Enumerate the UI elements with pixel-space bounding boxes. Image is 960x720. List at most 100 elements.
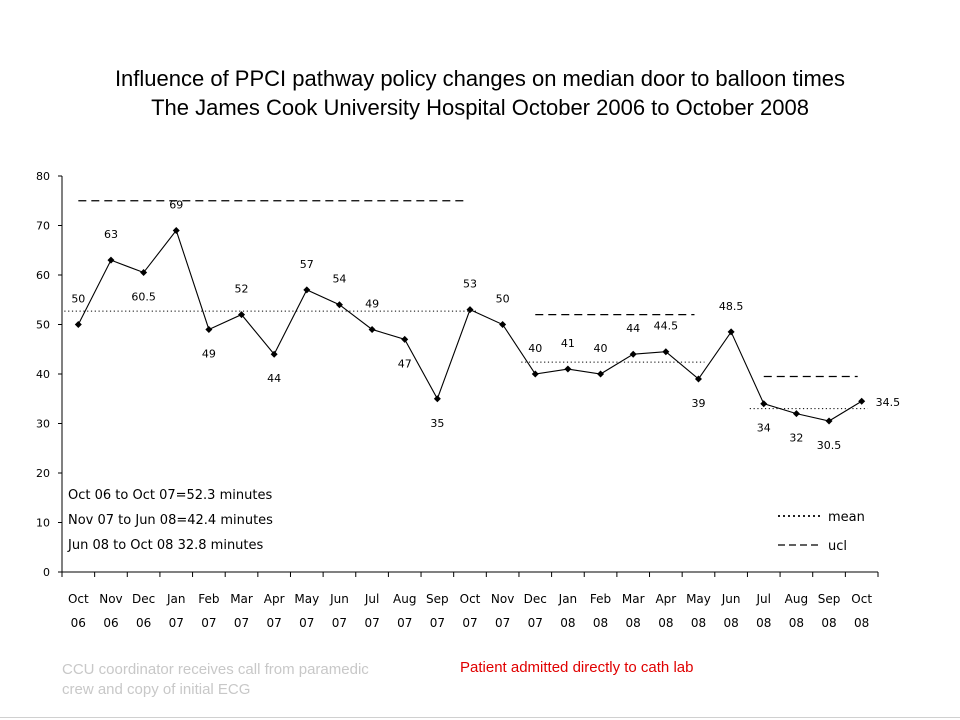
data-point bbox=[629, 350, 637, 358]
data-point bbox=[270, 350, 278, 358]
data-point bbox=[401, 335, 409, 343]
data-label: 44 bbox=[626, 322, 640, 335]
data-point bbox=[433, 395, 441, 403]
x-tick-label-month: Jul bbox=[364, 592, 379, 606]
x-tick-label-month: Dec bbox=[132, 592, 155, 606]
x-tick-label-month: Mar bbox=[622, 592, 645, 606]
x-tick-label-year: 07 bbox=[397, 616, 412, 630]
data-label: 40 bbox=[528, 342, 542, 355]
x-tick-label-year: 07 bbox=[201, 616, 216, 630]
x-tick-label-year: 07 bbox=[364, 616, 379, 630]
x-tick-label-year: 07 bbox=[169, 616, 184, 630]
x-tick-label-month: Aug bbox=[393, 592, 416, 606]
x-tick-label-year: 07 bbox=[234, 616, 249, 630]
data-point bbox=[74, 321, 82, 328]
x-tick-label-year: 07 bbox=[332, 616, 347, 630]
y-tick-label: 60 bbox=[36, 269, 50, 282]
data-label: 34.5 bbox=[876, 396, 901, 409]
period-note: Jun 08 to Oct 08 32.8 minutes bbox=[67, 538, 264, 553]
chart-title: Influence of PPCI pathway policy changes… bbox=[0, 64, 960, 122]
data-label: 40 bbox=[594, 342, 608, 355]
bottom-divider bbox=[0, 717, 960, 718]
y-tick-label: 20 bbox=[36, 467, 50, 480]
y-tick-label: 40 bbox=[36, 368, 50, 381]
x-tick-label-year: 08 bbox=[854, 616, 869, 630]
y-tick-label: 50 bbox=[36, 319, 50, 332]
data-label: 48.5 bbox=[719, 300, 744, 313]
legend-mean-label: mean bbox=[828, 510, 865, 525]
x-tick-label-month: Oct bbox=[460, 592, 481, 606]
data-point bbox=[368, 325, 376, 333]
data-point bbox=[858, 397, 866, 405]
ccu-annotation: CCU coordinator receives call from param… bbox=[62, 661, 369, 698]
x-tick-label-year: 08 bbox=[658, 616, 673, 630]
data-label: 34 bbox=[757, 422, 771, 435]
x-tick-label-year: 07 bbox=[495, 616, 510, 630]
x-tick-label-year: 07 bbox=[528, 616, 543, 630]
x-tick-label-year: 07 bbox=[430, 616, 445, 630]
data-point bbox=[727, 328, 735, 336]
x-tick-label-year: 06 bbox=[136, 616, 151, 630]
data-point bbox=[760, 400, 768, 408]
data-point bbox=[107, 256, 115, 264]
data-label: 57 bbox=[300, 258, 314, 271]
x-tick-label-month: May bbox=[686, 592, 711, 606]
x-tick-label-month: Jul bbox=[756, 592, 771, 606]
x-tick-label-month: Sep bbox=[426, 592, 449, 606]
x-tick-label-year: 08 bbox=[560, 616, 575, 630]
data-label: 69 bbox=[169, 198, 183, 211]
x-tick-label-month: Dec bbox=[524, 592, 547, 606]
data-point bbox=[662, 348, 670, 356]
y-tick-label: 10 bbox=[36, 517, 50, 530]
data-point bbox=[564, 365, 572, 373]
x-tick-label-month: Sep bbox=[818, 592, 841, 606]
data-label: 35 bbox=[430, 417, 444, 430]
chart-title-line2: The James Cook University Hospital Octob… bbox=[151, 95, 809, 120]
data-point bbox=[466, 306, 474, 314]
x-tick-label-month: Nov bbox=[491, 592, 514, 606]
data-point bbox=[499, 321, 507, 328]
data-label: 41 bbox=[561, 337, 575, 350]
data-label: 30.5 bbox=[817, 439, 842, 452]
x-tick-label-year: 08 bbox=[691, 616, 706, 630]
x-tick-label-month: Jun bbox=[721, 592, 741, 606]
data-point bbox=[531, 370, 539, 378]
x-tick-label-year: 06 bbox=[103, 616, 118, 630]
x-tick-label-month: Feb bbox=[590, 592, 611, 606]
x-tick-label-month: Oct bbox=[68, 592, 89, 606]
data-point bbox=[238, 311, 246, 319]
data-point bbox=[303, 286, 311, 294]
data-point bbox=[792, 410, 800, 418]
data-label: 44.5 bbox=[654, 320, 679, 333]
data-label: 50 bbox=[496, 293, 510, 306]
x-tick-label-month: Mar bbox=[230, 592, 253, 606]
x-tick-label-year: 08 bbox=[626, 616, 641, 630]
period-note: Oct 06 to Oct 07=52.3 minutes bbox=[68, 488, 272, 503]
data-label: 44 bbox=[267, 372, 281, 385]
x-tick-label-month: Jan bbox=[558, 592, 578, 606]
data-label: 39 bbox=[691, 397, 705, 410]
x-tick-label-month: Apr bbox=[264, 592, 285, 606]
x-tick-label-year: 08 bbox=[723, 616, 738, 630]
y-tick-label: 30 bbox=[36, 418, 50, 431]
x-tick-label-month: Nov bbox=[99, 592, 122, 606]
data-label: 54 bbox=[332, 273, 346, 286]
y-tick-label: 80 bbox=[36, 170, 50, 183]
data-label: 32 bbox=[789, 432, 803, 445]
x-tick-label-year: 08 bbox=[756, 616, 771, 630]
y-tick-label: 70 bbox=[36, 220, 50, 233]
series-line bbox=[77, 229, 862, 422]
y-tick-label: 0 bbox=[43, 566, 50, 579]
data-label: 49 bbox=[202, 347, 216, 360]
x-tick-label-year: 07 bbox=[267, 616, 282, 630]
legend-ucl-label: ucl bbox=[828, 539, 847, 554]
data-label: 63 bbox=[104, 228, 118, 241]
period-note: Nov 07 to Jun 08=42.4 minutes bbox=[68, 513, 273, 528]
data-label: 50 bbox=[71, 293, 85, 306]
x-tick-label-month: Feb bbox=[198, 592, 219, 606]
data-point bbox=[140, 269, 148, 277]
data-point bbox=[172, 226, 180, 234]
data-point bbox=[335, 301, 343, 309]
x-tick-label-year: 07 bbox=[299, 616, 314, 630]
